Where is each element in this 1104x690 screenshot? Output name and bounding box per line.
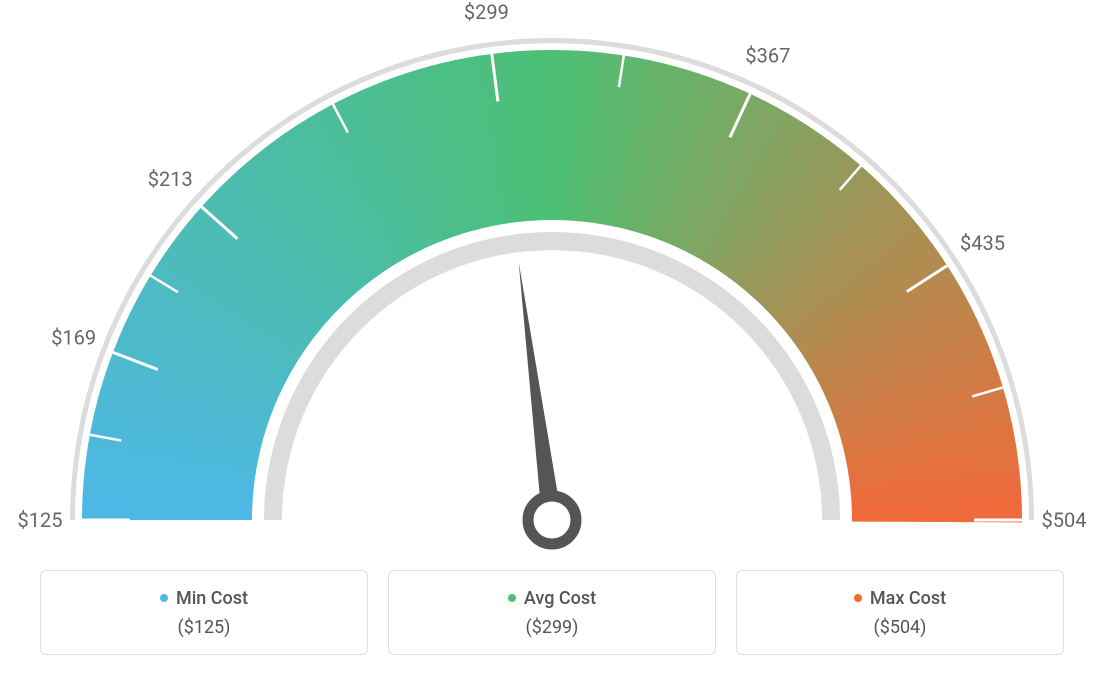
gauge-tick-label: $169 [51,325,96,349]
gauge-svg: $125 $169 $213 $299 $367 $435 $504 [0,0,1104,560]
gauge-needle [519,262,562,521]
legend-min-label: Min Cost [160,588,248,609]
legend-min-text: Min Cost [176,588,248,609]
gauge-tick-label: $299 [464,0,509,24]
legend-min-card: Min Cost ($125) [40,570,368,655]
legend-avg-text: Avg Cost [524,588,596,609]
gauge-tick-label: $435 [960,231,1005,255]
legend-max-value: ($504) [757,617,1043,638]
legend-max-text: Max Cost [870,588,946,609]
legend-row: Min Cost ($125) Avg Cost ($299) Max Cost… [0,570,1104,655]
gauge-tick-label: $125 [18,508,63,532]
gauge-tick-label: $367 [745,44,790,68]
legend-min-value: ($125) [61,617,347,638]
legend-max-dot [854,594,862,602]
legend-avg-dot [508,594,516,602]
cost-gauge: $125 $169 $213 $299 $367 $435 $504 [0,0,1104,560]
gauge-tick-label: $504 [1042,508,1087,532]
legend-max-label: Max Cost [854,588,946,609]
legend-max-card: Max Cost ($504) [736,570,1064,655]
legend-avg-label: Avg Cost [508,588,596,609]
legend-avg-card: Avg Cost ($299) [388,570,716,655]
legend-min-dot [160,594,168,602]
legend-avg-value: ($299) [409,617,695,638]
gauge-tick-label: $213 [148,167,193,191]
